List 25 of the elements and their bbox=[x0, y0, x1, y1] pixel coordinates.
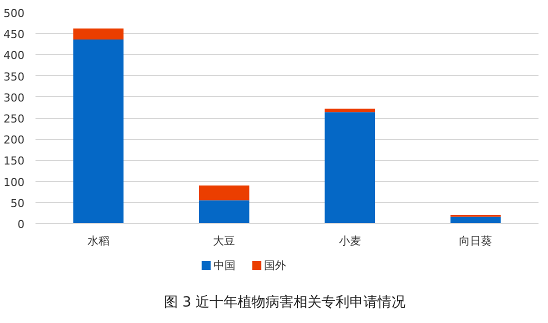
x-tick-label: 小麦 bbox=[338, 234, 361, 248]
y-tick-label: 500 bbox=[4, 7, 25, 20]
bar bbox=[198, 186, 250, 200]
y-tick-label: 300 bbox=[4, 91, 25, 104]
x-tick-label: 水稻 bbox=[87, 234, 110, 248]
y-tick-label: 100 bbox=[4, 176, 25, 189]
y-tick-label: 450 bbox=[4, 28, 25, 42]
bar bbox=[198, 200, 250, 224]
x-tick-label: 向日葵 bbox=[459, 234, 492, 248]
legend-label: 国外 bbox=[264, 259, 286, 272]
bar bbox=[324, 108, 376, 112]
bar bbox=[324, 112, 376, 224]
y-tick-label: 400 bbox=[4, 49, 25, 62]
y-tick-label: 350 bbox=[4, 70, 25, 84]
y-tick-label: 250 bbox=[4, 112, 25, 126]
y-tick-label: 50 bbox=[10, 196, 25, 210]
x-tick-label: 大豆 bbox=[213, 234, 236, 248]
bar bbox=[450, 216, 501, 224]
legend-label: 中国 bbox=[214, 259, 236, 272]
y-tick-label: 200 bbox=[4, 134, 25, 147]
bar bbox=[73, 40, 124, 224]
y-tick-label: 0 bbox=[18, 218, 24, 231]
y-tick-label: 150 bbox=[4, 154, 25, 168]
bar bbox=[73, 28, 124, 40]
text: 图 3 近十年植物病害相关专利申请情况 bbox=[164, 294, 406, 310]
